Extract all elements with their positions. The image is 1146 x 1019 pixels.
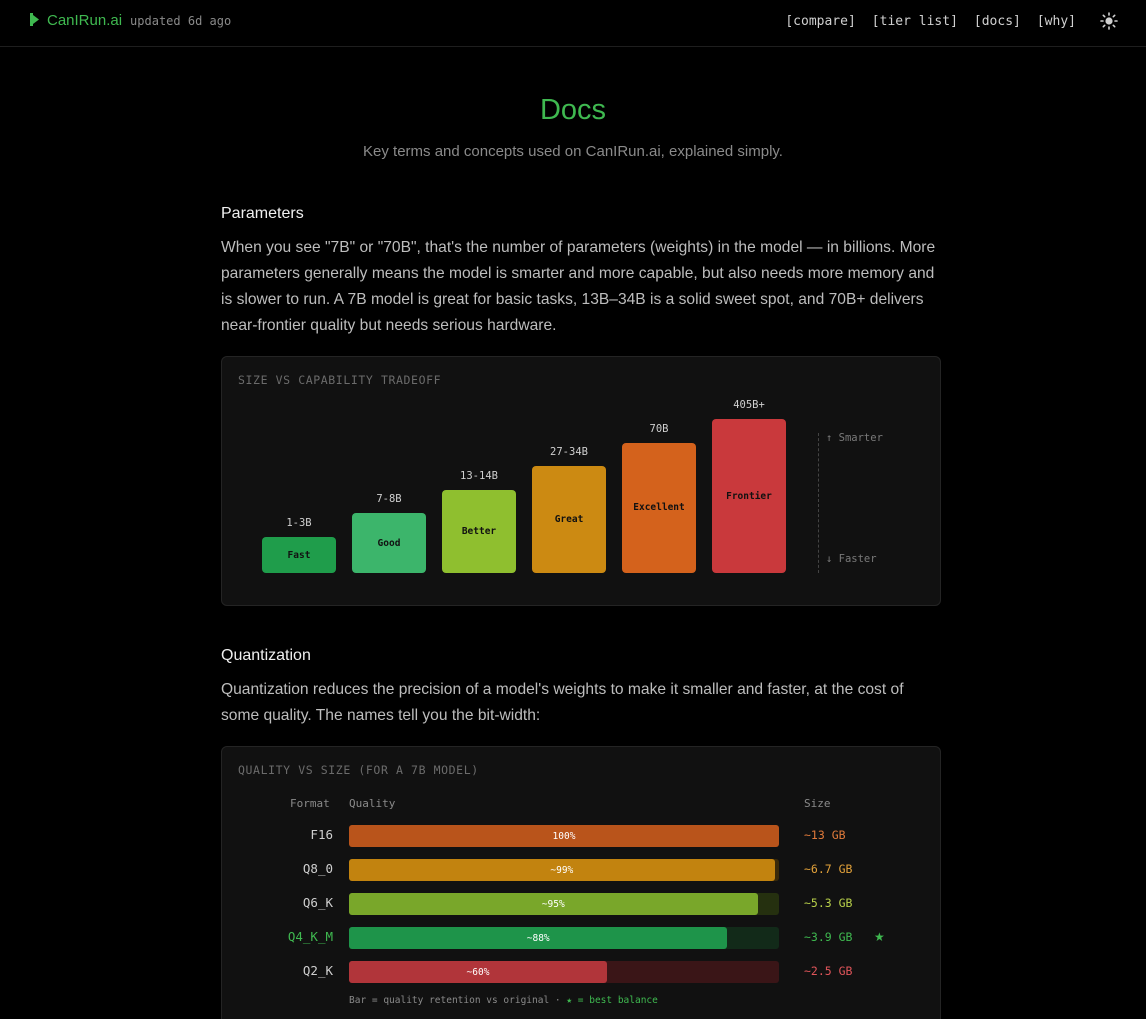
footnote-text: Bar = quality retention vs original · [349, 995, 567, 1006]
quant-row-f16: F16 100% ~13 GB [222, 825, 942, 847]
quality-label: ~88% [526, 932, 550, 944]
page-subtitle: Key terms and concepts used on CanIRun.a… [363, 143, 783, 160]
quality-track: ~60% [349, 961, 779, 983]
size-bar-5: 405B+ Frontier [712, 399, 786, 573]
size-bar-label: Great [554, 514, 584, 526]
size-bar-2: 13-14B Better [442, 470, 516, 573]
size-bar-label: Excellent [633, 502, 685, 514]
size-bar-rect: Fast [262, 537, 336, 573]
size-capability-chart: SIZE VS CAPABILITY TRADEOFF 1-3B Fast 7-8B… [221, 356, 941, 606]
quality-bar: ~88% [349, 927, 728, 949]
brand-logo-icon [30, 13, 39, 26]
quantization-section: Quantization Quantization reduces the pr… [221, 647, 941, 729]
axis-smarter-label: ↑ Smarter [826, 432, 883, 444]
col-format: Format [290, 797, 330, 810]
col-size: Size [804, 797, 831, 810]
quality-track: ~95% [349, 893, 779, 915]
size-bar-label: Frontier [726, 490, 772, 502]
quant-size: ~6.7 GB [804, 862, 853, 876]
quant-format: F16 [310, 827, 333, 842]
quality-label: ~95% [541, 898, 565, 910]
size-bar-rect: Great [532, 466, 606, 573]
quality-bar: 100% [349, 825, 779, 847]
size-bar-category: 13-14B [460, 469, 498, 482]
size-bar-label: Better [461, 525, 497, 537]
updated-label: updated 6d ago [130, 14, 232, 28]
nav-tier-list[interactable]: [tier list] [871, 13, 958, 29]
axis-divider [818, 433, 819, 573]
page-title: Docs [539, 94, 607, 126]
brand[interactable]: CanIRun.ai updated 6d ago [30, 12, 231, 29]
quality-track: ~99% [349, 859, 779, 881]
quant-format: Q6_K [302, 895, 333, 910]
nav-compare[interactable]: [compare] [785, 13, 856, 29]
size-bar-4: 70B Excellent [622, 423, 696, 573]
size-bar-3: 27-34B Great [532, 446, 606, 573]
size-bar-label: Good [377, 537, 401, 549]
size-bar-category: 7-8B [376, 493, 402, 506]
size-bar-1: 7-8B Good [352, 493, 426, 573]
quant-format: Q8_0 [302, 861, 333, 876]
table-footnote: Bar = quality retention vs original · ★ … [349, 995, 658, 1006]
quality-label: 100% [552, 830, 576, 842]
quality-track: 100% [349, 825, 779, 847]
size-bar-category: 405B+ [733, 399, 765, 411]
quant-row-q2_k: Q2_K ~60% ~2.5 GB [222, 961, 942, 983]
quality-bar: ~99% [349, 859, 775, 881]
quality-label: ~99% [550, 864, 574, 876]
size-bar-rect: Better [442, 489, 516, 573]
quality-bar: ~60% [349, 961, 607, 983]
main-nav: [compare] [tier list] [docs] [why] [785, 12, 1118, 30]
top-bar: CanIRun.ai updated 6d ago [compare] [tie… [0, 0, 1146, 47]
size-bar-category: 70B [649, 422, 669, 435]
quant-size: ~3.9 GB [804, 930, 853, 944]
quantization-text: Quantization reduces the precision of a … [221, 681, 904, 724]
parameters-heading: Parameters [221, 205, 304, 222]
nav-why[interactable]: [why] [1036, 13, 1076, 29]
parameters-text: When you see "7B" or "70B", that's the n… [221, 239, 936, 334]
brand-name[interactable]: CanIRun.ai [47, 12, 123, 29]
size-bar-rect: Good [352, 513, 426, 573]
quality-size-table: QUALITY VS SIZE (FOR A 7B MODEL) Format … [221, 746, 941, 1019]
size-bar-category: 1-3B [286, 517, 312, 529]
nav-docs[interactable]: [docs] [973, 13, 1021, 29]
size-bar-category: 27-34B [550, 446, 588, 459]
col-quality: Quality [349, 797, 396, 810]
quant-row-q6_k: Q6_K ~95% ~5.3 GB [222, 893, 942, 915]
quant-size: ~5.3 GB [804, 896, 853, 910]
quality-label: ~60% [466, 966, 490, 978]
size-bar-rect: Frontier [712, 419, 786, 573]
quantization-heading: Quantization [221, 647, 311, 664]
sun-icon[interactable] [1100, 12, 1118, 30]
size-bar-label: Fast [287, 549, 311, 561]
quant-row-q8_0: Q8_0 ~99% ~6.7 GB [222, 859, 942, 881]
size-bar-0: 1-3B Fast [262, 517, 336, 573]
quality-bar: ~95% [349, 893, 758, 915]
size-bars: 1-3B Fast 7-8B Good 13-14B Better 27-34B Great 7… [262, 373, 802, 573]
chart-title: SIZE VS CAPABILITY TRADEOFF [238, 373, 442, 387]
quant-format: Q4_K_M [287, 929, 333, 944]
best-balance-star-icon: ★ [874, 930, 885, 944]
table-title: QUALITY VS SIZE (FOR A 7B MODEL) [238, 763, 479, 777]
axis-faster-label: ↓ Faster [826, 553, 877, 565]
quality-track: ~88% [349, 927, 779, 949]
footnote-star: ★ = best balance [566, 995, 658, 1006]
quant-format: Q2_K [302, 963, 333, 978]
size-bar-rect: Excellent [622, 442, 696, 573]
quant-size: ~13 GB [804, 828, 846, 842]
quant-size: ~2.5 GB [804, 964, 853, 978]
parameters-section: Parameters When you see "7B" or "70B", t… [221, 205, 941, 339]
quant-row-q4_k_m: Q4_K_M ~88% ~3.9 GB ★ [222, 927, 942, 949]
